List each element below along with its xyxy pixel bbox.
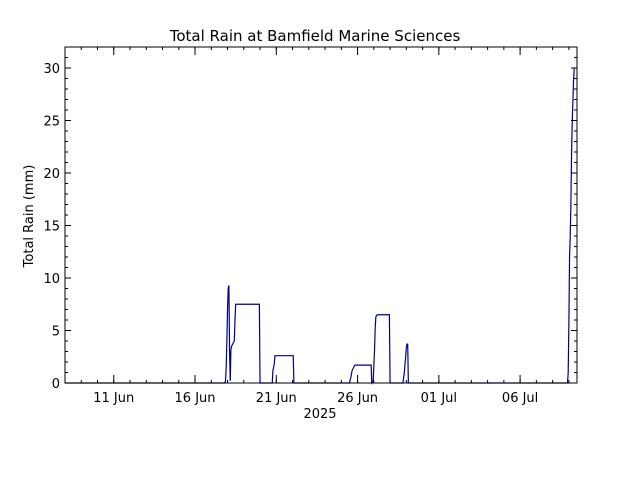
x-tick-label: 16 Jun: [175, 391, 216, 406]
y-tick-label: 0: [52, 377, 60, 392]
y-tick-label: 25: [43, 115, 60, 130]
y-axis-ticks: 0 5 10 15 20 25 30: [43, 46, 577, 392]
chart-title: Total Rain at Bamfield Marine Sciences: [169, 27, 461, 45]
y-tick-label: 5: [52, 325, 60, 340]
y-tick-label: 15: [43, 220, 60, 235]
x-axis-ticks: 11 Jun 16 Jun 21 Jun 26 Jun 01 Jul 06 Jul: [64, 47, 570, 406]
rain-series-line: [65, 67, 575, 385]
x-tick-label: 26 Jun: [337, 391, 378, 406]
y-tick-label: 10: [43, 272, 60, 287]
y-tick-label: 30: [43, 62, 60, 77]
x-axis-label: 2025: [303, 407, 336, 422]
y-axis-label: Total Rain (mm): [22, 165, 37, 269]
plot-frame: [64, 46, 578, 384]
x-tick-label: 21 Jun: [256, 391, 297, 406]
y-tick-label: 20: [43, 167, 60, 182]
x-tick-label: 11 Jun: [93, 391, 134, 406]
x-tick-label: 01 Jul: [421, 391, 457, 406]
x-tick-label: 06 Jul: [502, 391, 538, 406]
